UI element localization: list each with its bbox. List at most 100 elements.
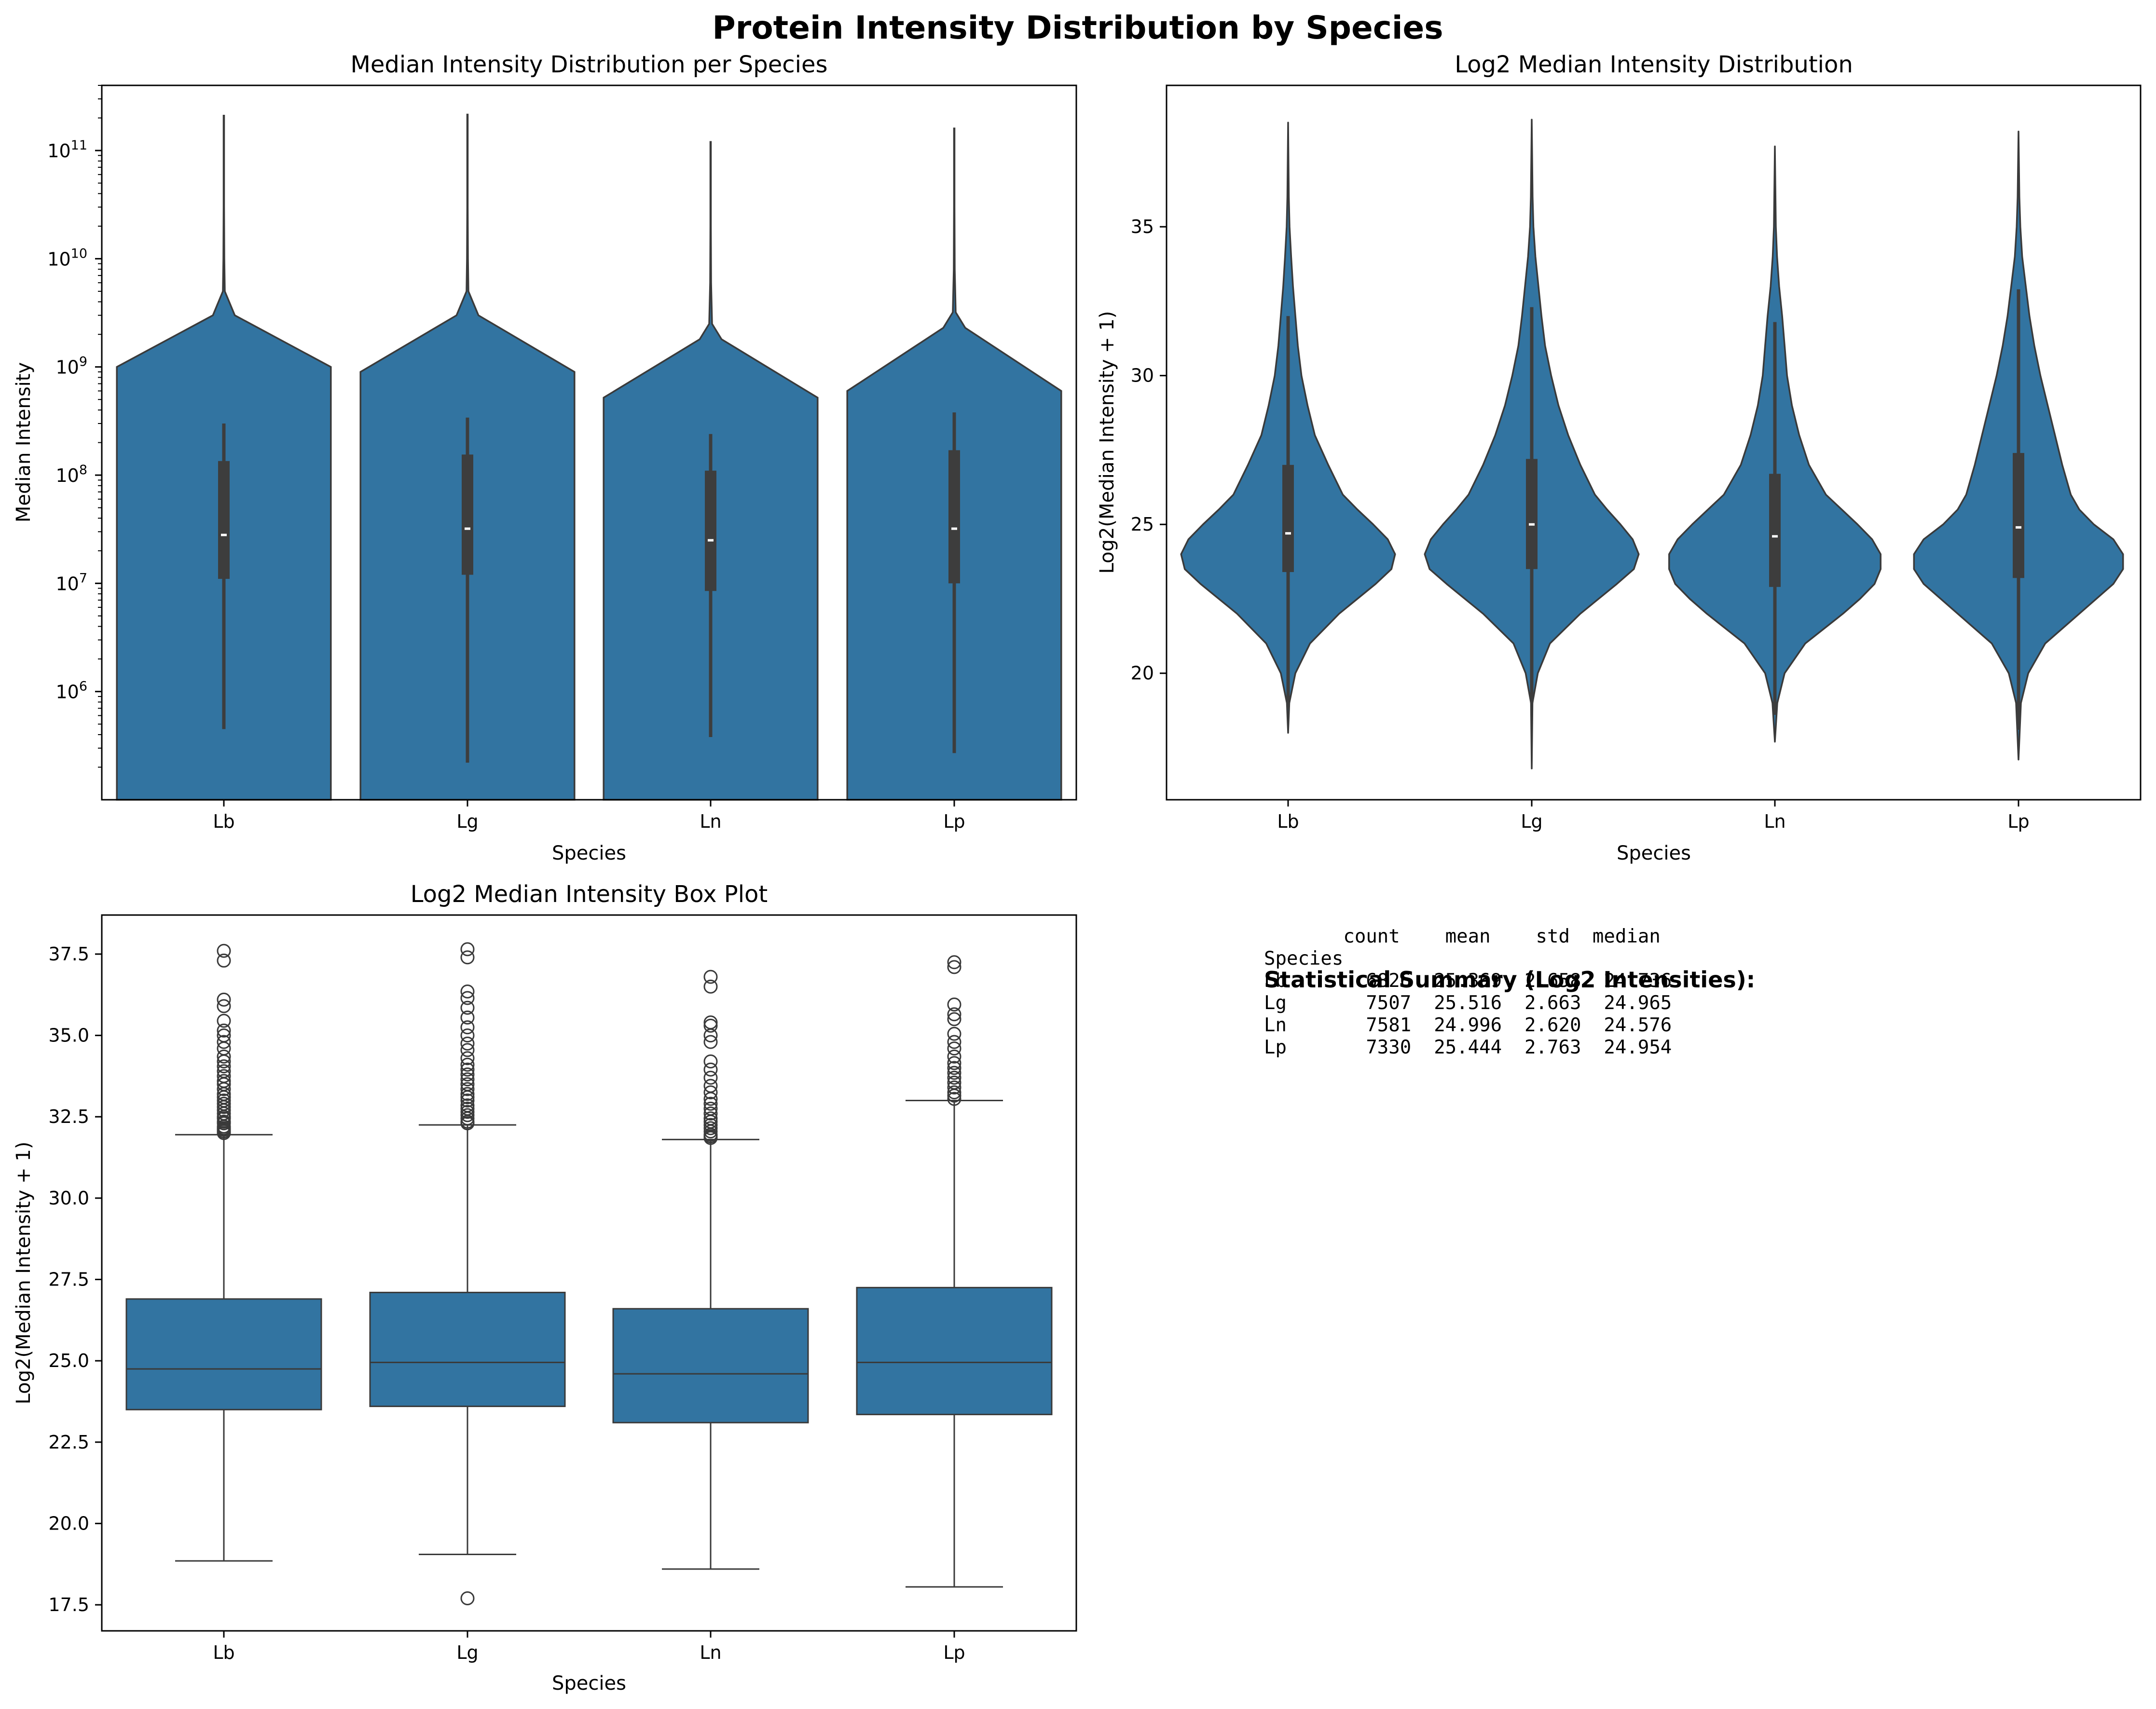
box-outlier-point	[460, 942, 475, 957]
box-outlier-point	[217, 1093, 231, 1107]
box-outlier-point	[703, 1070, 718, 1085]
x-tick-label: Ln	[700, 811, 721, 832]
stats-table-row: Lp 7330 25.444 2.763 24.954	[1264, 1037, 1672, 1058]
box-outlier-point	[947, 1012, 961, 1026]
box-outlier-point	[460, 1077, 475, 1092]
figure-suptitle: Protein Intensity Distribution by Specie…	[712, 9, 1443, 46]
box-outlier-point	[217, 1023, 231, 1038]
y-tick-label: 22.5	[48, 1432, 89, 1453]
box-iqr	[612, 1308, 809, 1423]
y-tick-label: 35	[1131, 216, 1154, 237]
box-outlier-point	[703, 979, 718, 994]
violin-raw-panel: Median Intensity Distribution per Specie…	[13, 51, 1077, 864]
violin-iqr-box	[2013, 453, 2024, 578]
box-outlier-point	[217, 1064, 231, 1079]
box-outlier-point	[947, 960, 961, 974]
x-tick-label: Lg	[456, 1642, 478, 1663]
box-outlier-point	[703, 1101, 718, 1116]
boxplot-xlabel: Species	[552, 1672, 626, 1695]
y-tick-label: 20	[1131, 663, 1154, 684]
box-outlier-point	[703, 1096, 718, 1111]
box-outlier-point	[460, 1093, 475, 1107]
box-outlier-point	[460, 1062, 475, 1077]
y-tick-label: 107	[55, 571, 87, 594]
box-outlier-point	[703, 1018, 718, 1033]
box-outlier-point	[460, 1105, 475, 1119]
box-outlier-point	[703, 1054, 718, 1069]
x-tick-label: Ln	[700, 1642, 721, 1663]
y-tick-label: 27.5	[48, 1269, 89, 1290]
box-outlier-point	[947, 998, 961, 1012]
box-outlier-point	[460, 984, 475, 999]
stats-table-row: Lg 7507 25.516 2.663 24.965	[1264, 992, 1672, 1014]
box-outlier-point	[703, 1121, 718, 1135]
box-outlier-point	[460, 1028, 475, 1043]
stats-table-row: Ln 7581 24.996 2.620 24.576	[1264, 1014, 1672, 1036]
box-outlier-point	[460, 950, 475, 965]
box-outlier-point	[947, 1035, 961, 1049]
y-tick-label: 25	[1131, 514, 1154, 535]
box-outlier-point	[947, 1075, 961, 1090]
box-outlier-point	[703, 1085, 718, 1100]
box-outlier-point	[947, 1056, 961, 1070]
violin-raw-xlabel: Species	[552, 842, 626, 864]
y-tick-label: 1010	[47, 246, 87, 270]
box-outlier-point	[947, 1041, 961, 1056]
box-outlier-point	[217, 1035, 231, 1049]
box-outlier-point	[217, 999, 231, 1013]
x-tick-label: Ln	[1764, 811, 1785, 832]
box-outlier-point	[947, 1061, 961, 1075]
violin-iqr-box	[1282, 465, 1294, 572]
box-iqr	[856, 1286, 1053, 1415]
violin-iqr-box	[218, 461, 230, 579]
y-tick-label: 17.5	[48, 1594, 89, 1615]
y-tick-label: 35.0	[48, 1025, 89, 1046]
x-tick-label: Lp	[943, 1642, 965, 1663]
boxplot-yticks: 17.5 20.0 22.5 25.0 27.5 30.0 32.5 35.0 37.5	[48, 943, 102, 1615]
y-tick-label: 20.0	[48, 1513, 89, 1534]
box-outlier-point	[460, 991, 475, 1005]
y-tick-label: 30.0	[48, 1188, 89, 1209]
violin-log2-xticks: Lb Lg Ln Lp	[1277, 800, 2030, 832]
violin-log2-ylabel: Log2(Median Intensity + 1)	[1096, 311, 1118, 574]
y-tick-label: 32.5	[48, 1106, 89, 1127]
box-outlier-point	[217, 1096, 231, 1111]
violin-log2-axes-frame	[1166, 84, 2142, 801]
box-outlier-point	[217, 1013, 231, 1028]
violin-log2-panel: Log2 Median Intensity Distribution 20 25 3…	[1096, 51, 2142, 864]
box-outlier-point	[217, 1069, 231, 1083]
stats-summary-title: Statistical Summary (Log2 Intensities):	[1264, 967, 1755, 993]
box-outlier-point	[947, 1085, 961, 1100]
violin-iqr-box	[1526, 459, 1538, 569]
violin-raw-yticks: 106 107 108 109 1010 1011	[47, 85, 102, 768]
boxplot-plot-area	[125, 942, 1053, 1606]
box-iqr	[125, 1298, 322, 1410]
box-outlier-point	[460, 1082, 475, 1096]
x-tick-label: Lb	[213, 811, 234, 832]
violin-iqr-box	[705, 470, 716, 591]
box-outlier-point	[703, 1079, 718, 1093]
box-outlier-point	[217, 1074, 231, 1088]
box-outlier-point	[703, 1015, 718, 1030]
box-outlier-point	[703, 1035, 718, 1049]
box-outlier-point	[460, 1020, 475, 1035]
y-tick-label: 30	[1131, 365, 1154, 386]
stats-table-panel: count mean std median Species Lb 6826 25…	[1264, 926, 1755, 1058]
box-outlier-point	[703, 970, 718, 984]
box-outlier-point	[460, 1043, 475, 1057]
box-outlier-point	[460, 1098, 475, 1113]
x-tick-label: Lb	[1277, 811, 1299, 832]
boxplot-panel: Log2 Median Intensity Box Plot 17.5 20.0 2…	[13, 881, 1077, 1695]
box-iqr	[369, 1291, 566, 1408]
y-tick-label: 108	[55, 463, 87, 486]
violin-raw-title: Median Intensity Distribution per Specie…	[350, 51, 827, 78]
boxplot-axes-frame	[101, 914, 1077, 1632]
box-outlier-point	[217, 992, 231, 1007]
box-outlier-point	[217, 1049, 231, 1064]
box-outlier-point	[460, 1108, 475, 1122]
stats-table-index-name: Species	[1264, 948, 1343, 970]
violin-raw-ylabel: Median Intensity	[13, 362, 35, 522]
box-outlier-point	[947, 955, 961, 970]
box-outlier-point	[947, 1066, 961, 1080]
